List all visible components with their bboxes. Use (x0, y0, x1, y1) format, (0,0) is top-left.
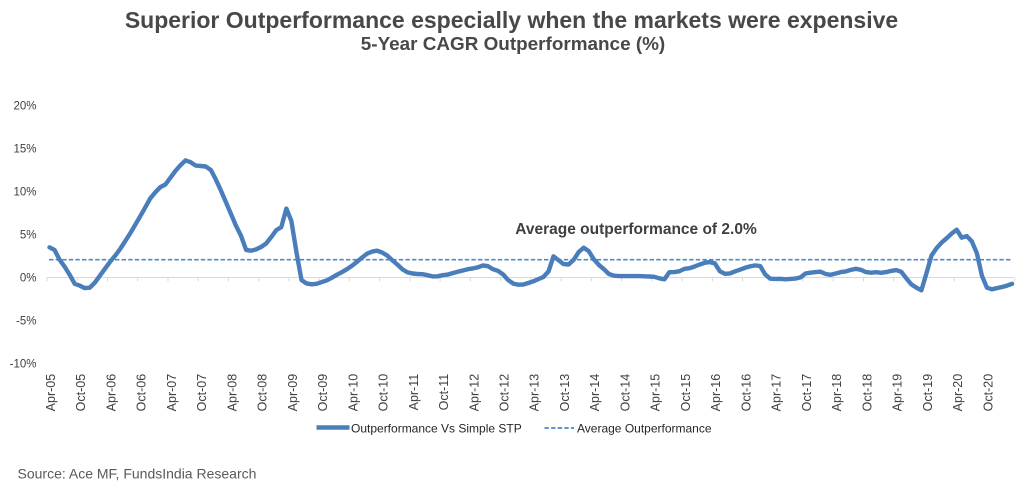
svg-text:Apr-13: Apr-13 (528, 374, 542, 412)
svg-text:0%: 0% (20, 272, 37, 284)
svg-text:Apr-08: Apr-08 (225, 374, 239, 412)
svg-text:15%: 15% (13, 143, 36, 155)
svg-text:Oct-15: Oct-15 (679, 374, 693, 412)
svg-text:Oct-18: Oct-18 (860, 374, 874, 412)
svg-text:Apr-06: Apr-06 (104, 374, 118, 412)
svg-text:5%: 5% (20, 229, 37, 241)
svg-text:Apr-19: Apr-19 (891, 374, 905, 412)
svg-text:Apr-07: Apr-07 (165, 374, 179, 412)
svg-text:Apr-12: Apr-12 (467, 374, 481, 412)
svg-text:Superior Outperformance especi: Superior Outperformance especially when … (125, 7, 898, 33)
svg-text:Oct-11: Oct-11 (437, 374, 451, 411)
svg-text:Apr-05: Apr-05 (44, 374, 58, 412)
svg-text:Apr-16: Apr-16 (709, 374, 723, 412)
svg-text:Oct-06: Oct-06 (135, 374, 149, 412)
svg-text:Average Outperformance: Average Outperformance (577, 422, 712, 436)
svg-text:Outperformance Vs Simple STP: Outperformance Vs Simple STP (351, 422, 522, 436)
svg-text:5-Year CAGR Outperformance (%): 5-Year CAGR Outperformance (%) (361, 34, 665, 55)
svg-text:Oct-07: Oct-07 (195, 374, 209, 412)
svg-text:Oct-17: Oct-17 (800, 374, 814, 412)
svg-text:Source: Ace MF, FundsIndia Res: Source: Ace MF, FundsIndia Research (18, 466, 257, 482)
svg-text:Oct-05: Oct-05 (74, 374, 88, 412)
svg-text:20%: 20% (13, 100, 36, 112)
svg-text:Oct-10: Oct-10 (377, 374, 391, 412)
svg-text:Oct-12: Oct-12 (498, 374, 512, 412)
svg-text:Apr-18: Apr-18 (830, 374, 844, 412)
svg-text:Apr-10: Apr-10 (346, 374, 360, 412)
svg-text:Oct-08: Oct-08 (256, 374, 270, 412)
svg-text:10%: 10% (13, 186, 36, 198)
svg-text:-10%: -10% (10, 358, 37, 370)
svg-text:Apr-11: Apr-11 (407, 374, 421, 411)
svg-text:Oct-20: Oct-20 (981, 374, 995, 412)
svg-text:Oct-09: Oct-09 (316, 374, 330, 412)
svg-text:Oct-19: Oct-19 (921, 374, 935, 412)
svg-text:Apr-20: Apr-20 (951, 374, 965, 412)
svg-text:Apr-17: Apr-17 (770, 374, 784, 412)
svg-text:Apr-15: Apr-15 (649, 374, 663, 412)
svg-text:Apr-09: Apr-09 (286, 374, 300, 412)
svg-text:Oct-16: Oct-16 (739, 374, 753, 412)
svg-text:Oct-13: Oct-13 (558, 374, 572, 412)
svg-text:Oct-14: Oct-14 (619, 374, 633, 412)
svg-text:-5%: -5% (16, 315, 36, 327)
svg-text:Average outperformance of 2.0%: Average outperformance of 2.0% (515, 221, 757, 238)
svg-text:Apr-14: Apr-14 (588, 374, 602, 412)
